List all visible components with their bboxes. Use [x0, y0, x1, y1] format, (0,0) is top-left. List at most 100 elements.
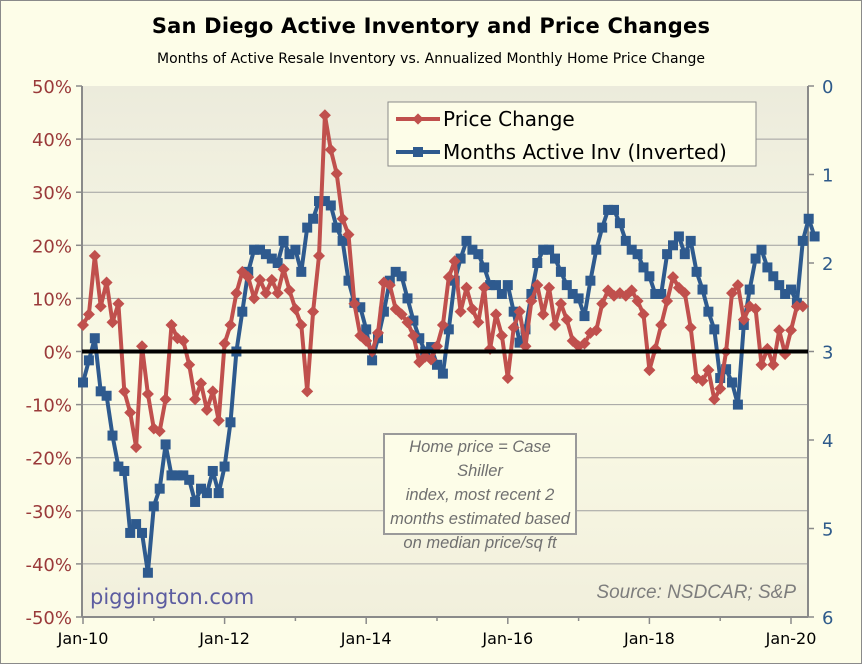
price-point — [749, 303, 762, 316]
inventory-point — [408, 315, 419, 326]
price-point — [731, 279, 744, 292]
price-point — [141, 387, 154, 400]
inventory-point — [544, 244, 555, 255]
inventory-point — [325, 200, 336, 211]
inventory-point — [703, 306, 714, 317]
inventory-point — [685, 235, 696, 246]
inventory-point — [107, 430, 118, 441]
price-point — [472, 316, 485, 329]
inventory-point — [679, 249, 690, 260]
price-point — [519, 340, 532, 353]
price-point — [336, 212, 349, 225]
price-point — [224, 318, 237, 331]
inventory-point — [337, 235, 348, 246]
inventory-point — [166, 470, 177, 481]
inventory-point — [485, 280, 496, 291]
price-point — [631, 295, 644, 308]
inventory-point — [437, 368, 448, 379]
inventory-point — [555, 266, 566, 277]
price-point — [436, 318, 449, 331]
y-left-tick-label: 30% — [32, 183, 72, 204]
price-point — [124, 406, 137, 419]
inventory-point — [750, 253, 761, 264]
inventory-point — [561, 280, 572, 291]
inventory-point — [644, 271, 655, 282]
price-point — [525, 295, 538, 308]
inventory-point — [620, 235, 631, 246]
inventory-point — [296, 266, 307, 277]
inventory-point — [609, 204, 619, 215]
source-label: Source: NSDCAR; S&P — [596, 582, 796, 603]
inventory-point — [727, 377, 737, 388]
price-point — [590, 324, 603, 337]
price-point — [578, 337, 591, 350]
inventory-point — [479, 262, 490, 273]
inventory-point — [461, 235, 472, 246]
x-tick-label: Jan-18 — [623, 629, 675, 648]
inventory-point — [272, 258, 283, 268]
price-point — [490, 308, 502, 321]
inventory-point — [278, 235, 289, 246]
y-left-tick-label: -30% — [25, 502, 72, 523]
price-point — [661, 295, 674, 308]
y-right-tick-label: 5 — [822, 520, 833, 541]
inventory-point — [361, 324, 372, 335]
price-point — [218, 337, 231, 350]
price-point — [82, 308, 95, 321]
price-point — [242, 271, 255, 284]
inventory-point — [154, 483, 165, 494]
inventory-point — [225, 417, 236, 428]
price-point — [537, 308, 550, 321]
inventory-point — [721, 364, 732, 375]
legend-inv-label: Months Active Inv (Inverted) — [443, 140, 727, 164]
price-point — [726, 287, 738, 300]
inventory-point — [142, 567, 153, 578]
price-point — [454, 305, 467, 318]
price-point — [401, 316, 414, 329]
inventory-point — [496, 288, 507, 299]
inventory-point — [650, 288, 661, 299]
inventory-point — [137, 527, 147, 538]
legend-box — [387, 101, 757, 167]
inventory-point — [732, 399, 743, 410]
y-right-tick-label: 0 — [822, 77, 833, 98]
y-right-tick-label: 6 — [822, 608, 833, 629]
inventory-point — [355, 302, 366, 313]
inventory-point — [426, 342, 437, 353]
price-point — [513, 305, 526, 318]
price-point — [118, 385, 131, 398]
price-point — [189, 393, 202, 406]
price-point — [407, 329, 420, 342]
price-point — [254, 273, 266, 286]
inventory-point — [585, 275, 596, 286]
x-tick-label: Jan-12 — [198, 629, 250, 648]
y-right-tick-label: 2 — [822, 254, 833, 275]
inventory-point — [697, 284, 708, 295]
price-point — [684, 321, 697, 334]
price-point — [177, 334, 190, 347]
price-point — [94, 300, 107, 313]
price-point — [330, 167, 343, 180]
price-point — [755, 358, 768, 371]
price-point — [200, 403, 213, 416]
price-point — [678, 287, 691, 300]
inventory-point — [573, 293, 584, 304]
annotation-line: Home price = Case Shiller — [409, 438, 551, 480]
price-point — [448, 255, 461, 268]
inventory-point — [467, 244, 478, 255]
inventory-point — [302, 222, 313, 233]
price-point — [708, 393, 721, 406]
inventory-point — [614, 218, 625, 229]
inventory-point — [237, 306, 248, 317]
inventory-point — [255, 244, 265, 255]
inventory-point — [455, 253, 466, 264]
price-point — [283, 284, 296, 297]
legend: Price Change Months Active Inv (Inverted… — [387, 101, 757, 167]
price-point — [383, 279, 396, 292]
inventory-point — [526, 288, 537, 299]
price-point — [702, 364, 715, 377]
inventory-point — [119, 465, 130, 476]
price-point — [230, 287, 243, 300]
price-point — [106, 316, 119, 329]
price-point — [737, 313, 750, 326]
